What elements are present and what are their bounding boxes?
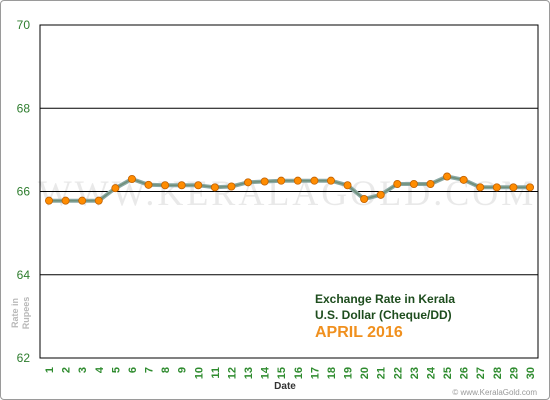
- x-tick-17: 17: [309, 367, 321, 379]
- chart-subtitle: U.S. Dollar (Cheque/DD): [315, 308, 452, 322]
- data-point-25: [443, 172, 452, 181]
- x-tick-12: 12: [226, 367, 238, 379]
- y-axis-label-line1: Rate in: [10, 298, 20, 328]
- chart-title: Exchange Rate in Kerala: [315, 292, 455, 306]
- x-tick-26: 26: [459, 367, 471, 379]
- data-point-1: [45, 196, 54, 205]
- chart-period: APRIL 2016: [315, 324, 403, 341]
- x-tick-10: 10: [193, 367, 205, 379]
- data-point-3: [78, 196, 87, 205]
- x-tick-16: 16: [293, 367, 305, 379]
- x-tick-27: 27: [475, 367, 487, 379]
- data-point-28: [492, 183, 501, 192]
- x-tick-3: 3: [77, 367, 89, 373]
- data-point-13: [244, 178, 253, 187]
- y-tick-62: 62: [17, 351, 31, 365]
- data-point-16: [293, 176, 302, 185]
- x-tick-25: 25: [442, 367, 454, 379]
- y-tick-64: 64: [17, 268, 31, 282]
- data-point-9: [177, 181, 186, 190]
- data-point-19: [343, 181, 352, 190]
- x-tick-30: 30: [525, 367, 537, 379]
- x-tick-11: 11: [210, 367, 222, 379]
- y-tick-70: 70: [17, 18, 31, 32]
- usd-rate-markers: [45, 172, 535, 205]
- x-tick-21: 21: [376, 367, 388, 379]
- data-point-11: [210, 183, 219, 192]
- data-point-14: [260, 177, 269, 186]
- data-point-4: [94, 196, 103, 205]
- data-point-27: [476, 183, 485, 192]
- x-tick-8: 8: [160, 367, 172, 373]
- x-tick-29: 29: [508, 367, 520, 379]
- x-tick-19: 19: [343, 367, 355, 379]
- data-point-18: [326, 176, 335, 185]
- x-tick-5: 5: [110, 367, 122, 373]
- x-tick-13: 13: [243, 367, 255, 379]
- data-point-22: [393, 180, 402, 189]
- x-tick-22: 22: [392, 367, 404, 379]
- y-tick-68: 68: [17, 101, 31, 115]
- y-axis-label-line2: Rupees: [21, 297, 31, 330]
- data-point-8: [161, 181, 170, 190]
- data-point-26: [459, 175, 468, 184]
- data-point-30: [526, 183, 535, 192]
- data-point-17: [310, 176, 319, 185]
- grid-lines: [39, 24, 539, 359]
- x-tick-1: 1: [44, 367, 56, 373]
- data-point-2: [61, 196, 70, 205]
- data-point-10: [194, 181, 203, 190]
- data-point-24: [426, 180, 435, 189]
- data-point-7: [144, 180, 153, 189]
- data-point-5: [111, 184, 120, 193]
- x-axis-label: Date: [274, 381, 296, 392]
- x-tick-28: 28: [492, 367, 504, 379]
- x-tick-18: 18: [326, 367, 338, 379]
- data-point-12: [227, 182, 236, 191]
- data-point-23: [409, 180, 418, 189]
- x-tick-15: 15: [276, 367, 288, 379]
- x-tick-23: 23: [409, 367, 421, 379]
- data-point-20: [360, 194, 369, 203]
- x-tick-7: 7: [144, 367, 156, 373]
- x-tick-2: 2: [61, 367, 73, 373]
- x-axis-ticks: 1 2 3 4 5 6 7 8 9 10 11 12 13 14 15 16 17 18 19 20 21 22 23 24 2…: [44, 366, 537, 379]
- data-point-21: [376, 190, 385, 199]
- credit-text: © www.KeralaGold.com: [452, 388, 537, 397]
- y-axis-ticks: 62 64 66 68 70: [17, 18, 31, 365]
- data-point-29: [509, 183, 518, 192]
- y-tick-66: 66: [17, 185, 31, 199]
- data-point-15: [277, 176, 286, 185]
- x-tick-20: 20: [359, 367, 371, 379]
- x-tick-4: 4: [94, 366, 106, 373]
- data-point-6: [127, 175, 136, 184]
- x-tick-6: 6: [127, 367, 139, 373]
- x-tick-24: 24: [425, 366, 437, 379]
- x-tick-9: 9: [177, 367, 189, 373]
- x-tick-14: 14: [260, 366, 272, 379]
